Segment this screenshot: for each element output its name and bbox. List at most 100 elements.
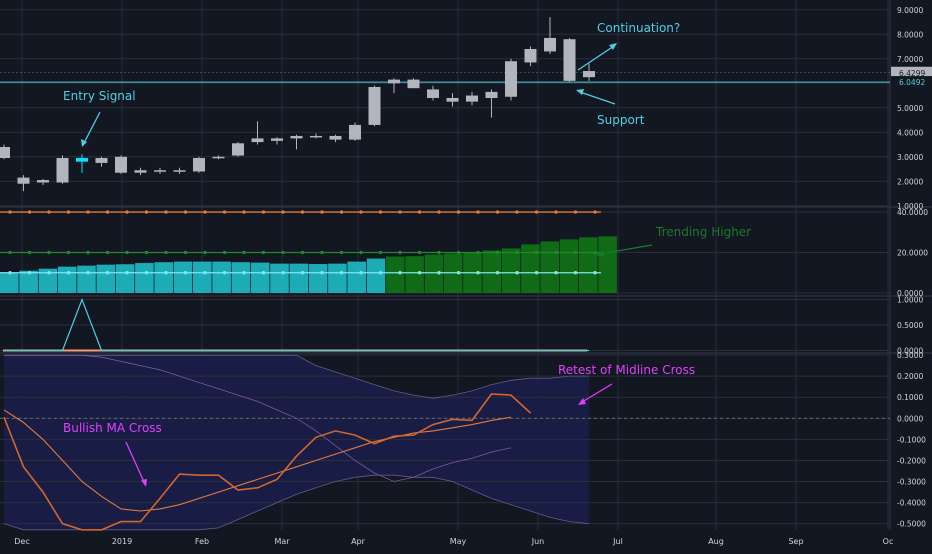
middle-level-line-dot — [437, 250, 441, 255]
upper-level-line-dot — [456, 210, 461, 214]
upper-level-line-dot — [515, 210, 519, 214]
middle-level-line-dot — [222, 250, 227, 255]
continuation-arrow — [577, 45, 615, 71]
trending-higher-annotation: Trending Higher — [655, 225, 751, 239]
lower-level-line-dot — [593, 271, 597, 275]
trending-higher-arrow — [599, 244, 653, 255]
lower-level-line-dot — [281, 271, 285, 275]
candle-body — [251, 138, 264, 143]
middle-level-line-dot — [164, 250, 168, 255]
indicator-bar — [559, 239, 579, 293]
upper-level-line-dot — [417, 210, 422, 214]
middle-level-line-dot — [593, 250, 597, 255]
candle-body — [485, 91, 498, 98]
support-arrowhead — [576, 89, 584, 95]
upper-level-line-dot — [398, 210, 402, 214]
lower-level-line-dot — [8, 271, 12, 275]
indicator-bar — [57, 266, 77, 293]
candle-body — [407, 79, 420, 89]
indicator-bar — [250, 262, 270, 293]
candle-body — [388, 79, 400, 84]
support-arrow — [579, 91, 616, 105]
upper-level-line-dot — [554, 210, 558, 214]
candle-body — [427, 89, 439, 98]
oscillator-axis-tick-label: 0.0000 — [897, 414, 923, 423]
middle-level-line-dot — [515, 250, 519, 255]
signal-axis-tick-label: 1.0000 — [897, 296, 923, 305]
candle-body — [95, 158, 108, 163]
support-price-label: 6.0492 — [899, 78, 925, 87]
candle-body — [310, 135, 322, 138]
upper-level-line-dot — [593, 210, 597, 214]
upper-level-line-dot — [339, 210, 344, 214]
upper-level-line-dot — [281, 210, 285, 214]
indicator-bar — [366, 258, 386, 293]
bullish-ma-cross-arrow — [125, 441, 145, 483]
middle-level-line-dot — [378, 250, 383, 255]
middle-level-line-dot — [66, 250, 71, 255]
middle-level-line-dot — [281, 250, 285, 255]
support-price-badge — [891, 76, 932, 89]
middle-level-line-dot — [359, 250, 363, 255]
lower-level-line-dot — [320, 271, 324, 275]
oscillator-axis-tick-label: 0.2000 — [897, 372, 923, 381]
entry-signal-arrowhead — [81, 139, 87, 147]
indicator-bar — [289, 263, 309, 293]
middle-level-line-dot — [261, 250, 266, 255]
x-axis-tick-label: Oc — [883, 537, 894, 546]
lower-level-line-dot — [27, 271, 32, 275]
x-axis-tick-label: Dec — [14, 537, 29, 546]
indicator-bar — [386, 256, 405, 293]
volume-axis-tick-label: 0.0000 — [897, 289, 923, 298]
middle-level-line-dot — [125, 250, 129, 255]
price-axis-tick-label: 3.0000 — [897, 153, 923, 162]
candle-body — [193, 158, 205, 172]
upper-level-line-dot — [378, 210, 383, 214]
lower-level-line-dot — [261, 271, 266, 275]
oscillator-axis-tick-label: 0.1000 — [897, 393, 923, 402]
continuation-arrowhead — [609, 43, 617, 50]
indicator-bar — [212, 261, 231, 293]
oscillator-line — [3, 393, 532, 531]
lower-level-line-dot — [125, 271, 129, 275]
volume-axis-tick-label: 20.0000 — [897, 249, 928, 258]
price-axis-tick-label: 5.0000 — [897, 104, 923, 113]
candle-body — [368, 86, 381, 125]
x-axis-tick-label: Feb — [195, 537, 209, 546]
lower-level-line-dot — [300, 271, 305, 275]
candle-body — [583, 71, 595, 78]
lower-level-line-dot — [144, 271, 149, 275]
x-axis-tick-label: Mar — [274, 537, 290, 546]
middle-level-line-dot — [144, 250, 149, 255]
lower-level-line-dot — [554, 271, 558, 275]
indicator-bar — [135, 263, 154, 293]
upper-level-line-dot — [437, 210, 441, 214]
entry-signal-candle — [76, 158, 88, 162]
signal-axis-tick-label: 0.0000 — [897, 346, 923, 355]
upper-level-line-dot — [47, 210, 51, 214]
lower-level-line-dot — [378, 271, 383, 275]
upper-level-line-dot — [534, 210, 539, 214]
indicator-bar — [347, 261, 366, 293]
upper-level-line-dot — [573, 210, 578, 214]
oscillator-axis-tick-label: -0.4000 — [897, 499, 926, 508]
indicator-bar — [96, 264, 116, 293]
indicator-bar — [328, 263, 347, 293]
upper-level-line-dot — [222, 210, 227, 214]
upper-level-line-dot — [359, 210, 363, 214]
candle-body — [56, 158, 69, 183]
support-annotation: Support — [597, 113, 645, 127]
candle-body — [446, 97, 459, 102]
middle-level-line-dot — [573, 250, 578, 255]
signal-line — [4, 297, 589, 352]
upper-level-line-dot — [300, 210, 305, 214]
indicator-bar — [115, 264, 135, 293]
candle-body — [173, 170, 186, 172]
indicator-bar — [77, 265, 96, 293]
trending-higher-arrowhead — [596, 250, 604, 257]
indicator-bar — [193, 261, 212, 293]
lower-level-line-dot — [105, 271, 110, 275]
candle-body — [134, 170, 147, 173]
oscillator-inner-band — [4, 354, 512, 482]
upper-level-line-dot — [261, 210, 266, 214]
